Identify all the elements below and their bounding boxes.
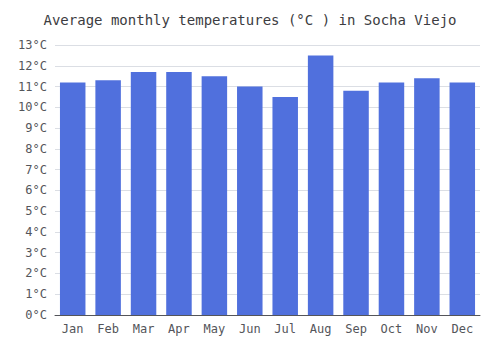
svg-text:May: May <box>204 322 226 336</box>
svg-text:Jun: Jun <box>239 322 261 336</box>
svg-text:9°C: 9°C <box>25 121 47 135</box>
svg-text:3°C: 3°C <box>25 246 47 260</box>
svg-text:10°C: 10°C <box>18 100 47 114</box>
svg-text:Oct: Oct <box>381 322 403 336</box>
svg-text:Nov: Nov <box>416 322 438 336</box>
svg-text:0°C: 0°C <box>25 308 47 322</box>
svg-text:1°C: 1°C <box>25 287 47 301</box>
svg-text:Apr: Apr <box>168 322 190 336</box>
svg-text:13°C: 13°C <box>18 38 47 52</box>
svg-text:11°C: 11°C <box>18 80 47 94</box>
svg-text:Aug: Aug <box>310 322 332 336</box>
svg-text:Jan: Jan <box>62 322 84 336</box>
svg-text:Dec: Dec <box>451 322 473 336</box>
svg-text:2°C: 2°C <box>25 266 47 280</box>
svg-text:7°C: 7°C <box>25 163 47 177</box>
svg-text:5°C: 5°C <box>25 204 47 218</box>
svg-text:6°C: 6°C <box>25 183 47 197</box>
svg-text:Mar: Mar <box>133 322 155 336</box>
svg-text:12°C: 12°C <box>18 59 47 73</box>
svg-text:Jul: Jul <box>274 322 296 336</box>
svg-text:8°C: 8°C <box>25 142 47 156</box>
svg-text:Average monthly temperatures (: Average monthly temperatures (°C ) in So… <box>43 12 456 28</box>
svg-text:Feb: Feb <box>97 322 119 336</box>
svg-text:Sep: Sep <box>345 322 367 336</box>
svg-text:4°C: 4°C <box>25 225 47 239</box>
